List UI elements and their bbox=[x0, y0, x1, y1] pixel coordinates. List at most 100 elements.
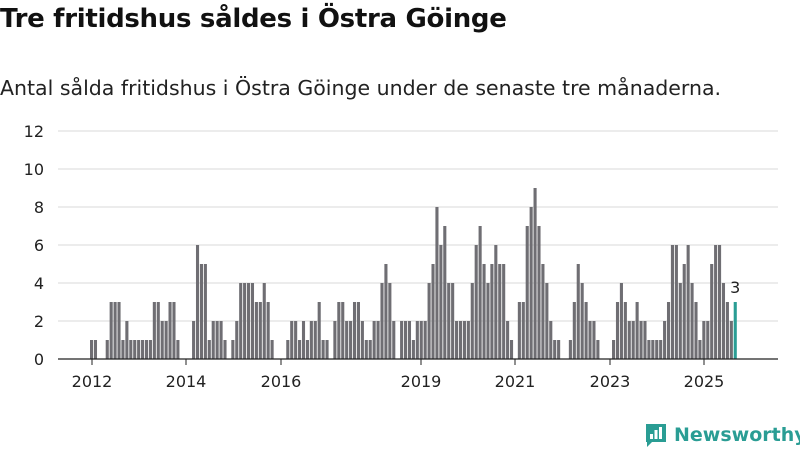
bar bbox=[427, 283, 431, 359]
bar bbox=[568, 340, 572, 359]
bar bbox=[670, 245, 674, 359]
bar bbox=[356, 302, 360, 359]
bar bbox=[133, 340, 137, 359]
bar bbox=[525, 226, 529, 359]
bar bbox=[404, 321, 408, 359]
bar bbox=[584, 302, 588, 359]
bar bbox=[659, 340, 663, 359]
bar bbox=[541, 264, 545, 359]
bar bbox=[223, 340, 227, 359]
bar bbox=[529, 207, 533, 359]
bar bbox=[639, 321, 643, 359]
bar bbox=[439, 245, 443, 359]
bar bbox=[490, 264, 494, 359]
bar bbox=[384, 264, 388, 359]
bar bbox=[647, 340, 651, 359]
x-tick-label: 2025 bbox=[684, 372, 725, 391]
bar bbox=[725, 302, 729, 359]
data-labels: 3 bbox=[730, 278, 740, 297]
bar bbox=[286, 340, 290, 359]
bar bbox=[502, 264, 506, 359]
bar bbox=[199, 264, 203, 359]
bar bbox=[250, 283, 255, 359]
bar bbox=[663, 321, 667, 359]
y-tick-label: 8 bbox=[34, 198, 44, 217]
bar bbox=[203, 264, 207, 359]
bar bbox=[458, 321, 463, 359]
bar bbox=[470, 283, 474, 359]
bar bbox=[509, 340, 514, 359]
bar bbox=[380, 283, 384, 359]
bar bbox=[231, 340, 235, 359]
bar bbox=[506, 321, 510, 359]
bar bbox=[553, 340, 557, 359]
bar bbox=[341, 302, 345, 359]
bar bbox=[345, 321, 349, 359]
bar bbox=[168, 302, 172, 359]
bar bbox=[129, 340, 133, 359]
bar bbox=[635, 302, 639, 359]
bar bbox=[325, 340, 329, 359]
bar bbox=[121, 340, 125, 359]
bar bbox=[451, 283, 455, 359]
bar bbox=[160, 321, 164, 359]
bar bbox=[164, 321, 168, 359]
bar bbox=[698, 340, 702, 359]
bar bbox=[455, 321, 459, 359]
x-tick-label: 2012 bbox=[72, 372, 113, 391]
bar bbox=[533, 188, 537, 359]
bar bbox=[156, 302, 160, 359]
bar bbox=[729, 321, 733, 359]
bar bbox=[580, 283, 584, 359]
bar bbox=[219, 321, 223, 359]
bar bbox=[678, 283, 682, 359]
bar bbox=[411, 340, 415, 359]
bar bbox=[152, 302, 156, 359]
y-tick-label: 12 bbox=[24, 122, 44, 141]
bar bbox=[195, 245, 200, 359]
bar bbox=[592, 321, 596, 359]
bar bbox=[686, 245, 690, 359]
bar bbox=[192, 321, 196, 359]
bar bbox=[109, 302, 113, 359]
bar bbox=[239, 283, 243, 359]
bar bbox=[631, 321, 635, 359]
bar bbox=[360, 321, 364, 359]
bar bbox=[294, 321, 298, 359]
bar bbox=[588, 321, 592, 359]
bar bbox=[211, 321, 215, 359]
bar bbox=[478, 226, 482, 359]
bar-highlight bbox=[733, 302, 737, 359]
bar bbox=[623, 302, 627, 359]
bar bbox=[619, 283, 623, 359]
chart-title: Tre fritidshus såldes i Östra Göinge bbox=[0, 4, 507, 34]
bar bbox=[596, 340, 600, 359]
chart-grid bbox=[58, 130, 778, 360]
bar bbox=[270, 340, 274, 359]
bar bbox=[443, 226, 447, 359]
highlight-data-label: 3 bbox=[730, 278, 740, 297]
x-tick-label: 2019 bbox=[401, 372, 442, 391]
bar bbox=[714, 245, 718, 359]
x-axis: 2012 2014 2016 2019 2021 2023 2025 bbox=[58, 358, 778, 391]
bar bbox=[372, 321, 376, 359]
bar bbox=[144, 340, 149, 359]
bar bbox=[305, 340, 309, 359]
bar bbox=[117, 302, 121, 359]
bar bbox=[258, 302, 262, 359]
bar bbox=[655, 340, 659, 359]
bar bbox=[474, 245, 478, 359]
bar bbox=[612, 340, 616, 359]
bar bbox=[93, 340, 98, 359]
bar bbox=[494, 245, 498, 359]
bar bbox=[137, 340, 141, 359]
chart-subtitle: Antal sålda fritidshus i Östra Göinge un… bbox=[0, 76, 722, 100]
bar bbox=[176, 340, 180, 359]
bar bbox=[247, 283, 251, 359]
bar bbox=[313, 321, 317, 359]
bar bbox=[557, 340, 561, 359]
bar bbox=[651, 340, 655, 359]
y-tick-label: 10 bbox=[24, 160, 44, 179]
bar-chart: 0 2 4 6 8 10 12 2012 2014 2016 2019 2021 2023 2025 3 bbox=[24, 122, 778, 391]
bar bbox=[627, 321, 631, 359]
